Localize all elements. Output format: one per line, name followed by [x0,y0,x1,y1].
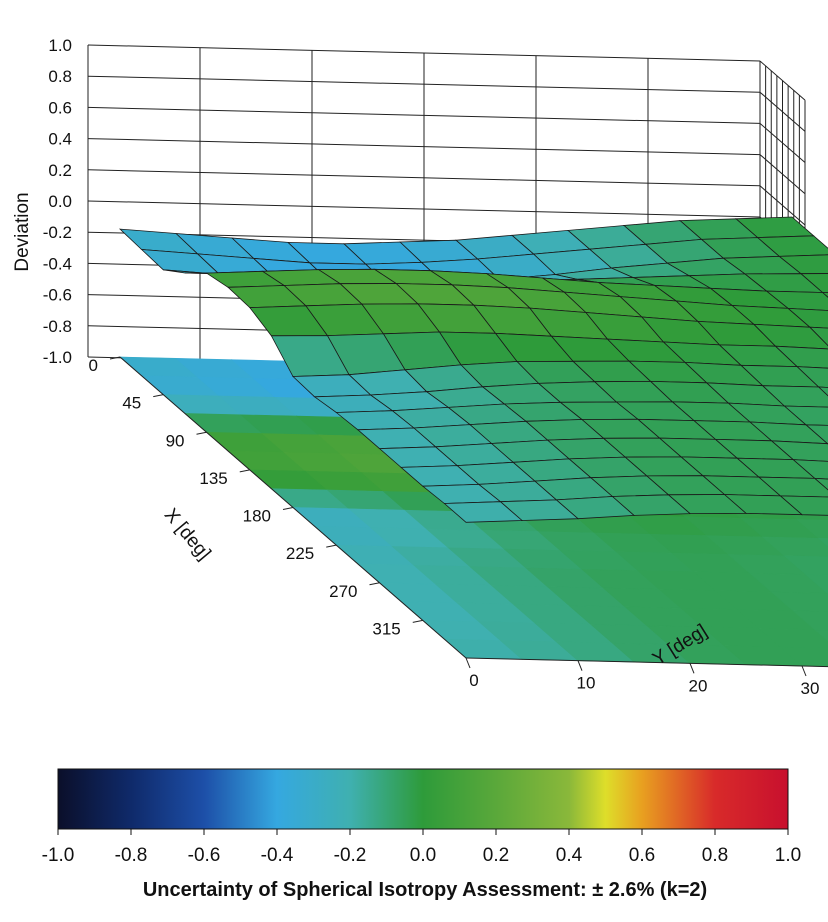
z-tick-label: -1.0 [43,348,72,367]
floor-cell [783,555,828,576]
floor-cell [792,610,828,631]
colorbar: -1.0 -0.8 -0.6 -0.4 -0.2 0.0 0.2 0.4 0.6 0.8 1.0 [42,768,801,866]
z-tick-label: -0.2 [43,223,72,242]
y-axis-line [465,657,828,668]
x-tick-label: 270 [329,582,357,601]
y-tick-mark [577,660,583,671]
x-tick-label: 180 [243,507,271,526]
floor-cell [779,646,828,667]
z-tick-label: 0.8 [48,67,72,86]
z-axis-title: Deviation [12,192,33,271]
colorbar-tick-label: 0.2 [483,845,509,866]
y-tick-label: 10 [577,674,596,693]
y-tick-mark [801,665,807,677]
z-tick-label: -0.4 [43,254,72,273]
x-tick-mark [412,619,423,623]
x-axis-title: X [deg] [160,505,215,565]
colorbar-tick-label: -0.4 [261,845,294,866]
colorbar-tick-label: 0.4 [556,845,583,866]
colorbar-tick-label: -0.8 [115,845,148,866]
z-tick-label: 0.4 [48,130,72,149]
floor-cell [761,536,828,558]
colorbar-tick-label: -1.0 [42,845,75,866]
y-tick-label: 30 [801,679,820,698]
y-tick-mark [465,657,471,669]
colorbar-tick-label: 0.0 [410,845,436,866]
colorbar-tick-label: 1.0 [775,845,801,866]
x-tick-label: 225 [286,544,314,563]
colorbar-tick-label: -0.2 [334,845,367,866]
z-tick-label: 0.2 [48,161,72,180]
x-tick-label: 45 [122,394,141,413]
floor-cell [805,574,828,594]
z-tick-label: -0.8 [43,317,72,336]
colorbar-caption: Uncertainty of Spherical Isotropy Assess… [143,879,707,901]
floor-cell [757,628,828,649]
x-axis-line [119,356,467,659]
floor-cell [817,537,828,547]
x-tick-mark [369,582,380,586]
x-tick-mark [239,469,250,473]
x-tick-mark [109,356,121,360]
floor-cell [796,519,828,539]
floor-cell [770,591,828,613]
surface-cell [443,501,524,523]
colorbar-bar [57,768,789,830]
axes: 1.0 0.8 0.6 0.4 0.2 0.0 -0.2 -0.4 -0.6 -0.8 -1.0 0 4… [43,36,828,698]
x-tick-label: 90 [166,431,185,450]
x-tick-mark [326,544,337,548]
z-tick-label: -0.6 [43,286,72,305]
colorbar-tick-label: -0.6 [188,845,221,866]
x-tick-label: 135 [199,469,227,488]
y-tick-label: 0 [469,671,478,690]
colorbar-tick-label: 0.8 [702,845,728,866]
y-tick-label: 20 [689,676,708,695]
z-tick-label: 0.0 [48,192,72,211]
x-tick-mark [196,431,207,435]
z-tick-label: 1.0 [48,36,72,55]
deviation-surface [118,216,828,523]
floor-cell [813,629,828,642]
x-tick-mark [282,507,294,510]
y-tick-mark [689,663,695,674]
colorbar-tick-label: 0.6 [629,845,655,866]
x-tick-mark [153,394,164,398]
z-tick-label: 0.6 [48,98,72,117]
x-tick-label: 315 [372,619,400,638]
x-tick-label: 0 [89,356,98,375]
